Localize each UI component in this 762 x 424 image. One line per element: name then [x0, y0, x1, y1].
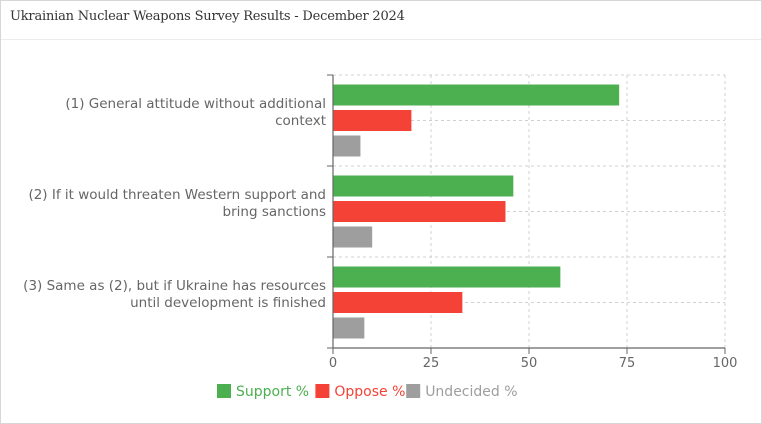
- category-label: context: [275, 113, 326, 129]
- x-tick-label: 25: [423, 356, 440, 371]
- bar-oppose: [333, 110, 412, 131]
- legend-label[interactable]: Undecided %: [425, 384, 517, 400]
- legend-label[interactable]: Support %: [236, 384, 309, 400]
- category-label: (3) Same as (2), but if Ukraine has reso…: [23, 278, 326, 294]
- legend-swatch[interactable]: [406, 384, 421, 398]
- category-label: (2) If it would threaten Western support…: [28, 187, 326, 203]
- category-label: (1) General attitude without additional: [65, 96, 326, 112]
- category-label: bring sanctions: [223, 204, 326, 220]
- bar-undecided: [333, 135, 361, 157]
- bar-undecided: [333, 226, 373, 248]
- category-label: until development is finished: [130, 295, 326, 311]
- chart-title: Ukrainian Nuclear Weapons Survey Results…: [10, 9, 405, 24]
- bar-undecided: [333, 317, 365, 339]
- legend-swatch[interactable]: [217, 384, 231, 398]
- panel-header: Ukrainian Nuclear Weapons Survey Results…: [1, 1, 761, 40]
- legend-swatch[interactable]: [315, 384, 330, 398]
- x-tick-label: 100: [713, 356, 738, 371]
- bar-support: [333, 266, 561, 288]
- x-tick-label: 0: [329, 356, 337, 371]
- bar-support: [333, 175, 514, 197]
- bar-oppose: [333, 201, 506, 222]
- bar-support: [333, 84, 620, 106]
- x-tick-label: 75: [619, 356, 636, 371]
- x-tick-label: 50: [521, 356, 538, 371]
- bar-oppose: [333, 292, 463, 313]
- legend-label[interactable]: Oppose %: [334, 384, 405, 400]
